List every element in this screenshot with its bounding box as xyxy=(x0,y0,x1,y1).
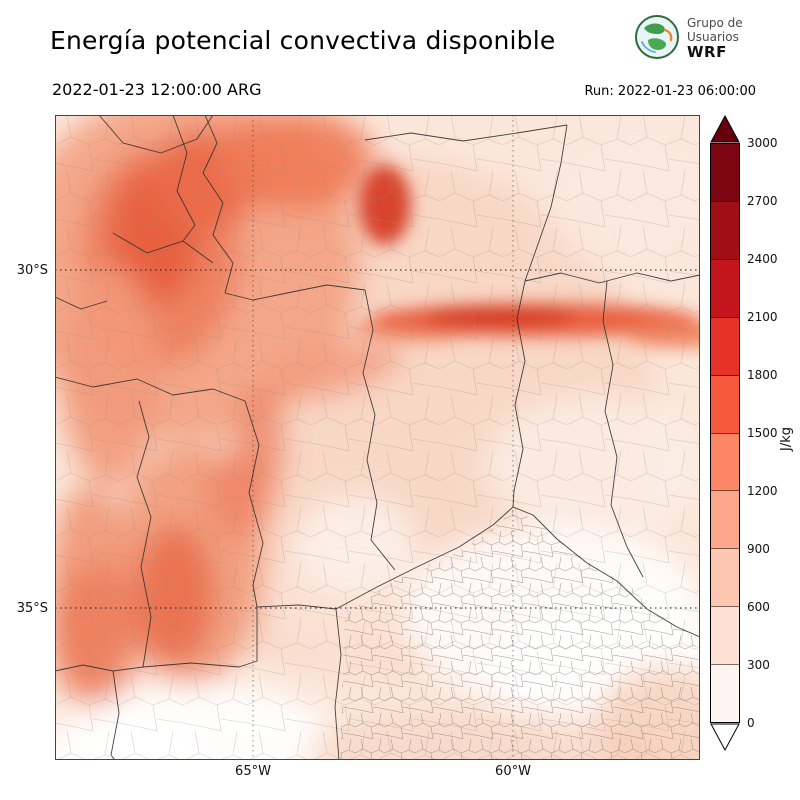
globe-logo-icon xyxy=(634,14,680,64)
logo-line-3: WRF xyxy=(687,43,727,62)
colorbar-segment-2700-3000 xyxy=(711,144,739,202)
logo-line-2: Usuarios xyxy=(687,29,739,44)
colorbar-tick-600: 600 xyxy=(747,600,770,614)
page-title: Energía potencial convectiva disponible xyxy=(50,26,556,55)
department-boundaries-buenos-aires xyxy=(340,510,700,760)
lon-tick-65w: 65°W xyxy=(235,764,271,779)
colorbar-segment-600-900 xyxy=(711,549,739,608)
colorbar-tick-0: 0 xyxy=(747,716,755,730)
colorbar-segment-2100-2400 xyxy=(711,259,739,318)
model-run-label: Run: 2022-01-23 06:00:00 xyxy=(584,84,756,99)
colorbar-tick-2400: 2400 xyxy=(747,252,778,266)
colorbar-tick-3000: 3000 xyxy=(747,136,778,150)
lon-tick-60w: 60°W xyxy=(495,764,531,779)
colorbar-tick-300: 300 xyxy=(747,658,770,672)
colorbar-tick-1800: 1800 xyxy=(747,368,778,382)
colorbar-segment-1500-1800 xyxy=(711,375,739,434)
colorbar-over-arrow xyxy=(710,115,740,143)
colorbar-segment-300-600 xyxy=(711,607,739,666)
cape-map-canvas xyxy=(55,115,700,760)
province-borders xyxy=(55,115,700,760)
colorbar-unit-label: J/kg xyxy=(779,427,794,451)
colorbar-scale xyxy=(710,143,740,723)
colorbar-tick-900: 900 xyxy=(747,542,770,556)
colorbar-segment-2400-2700 xyxy=(711,201,739,260)
colorbar-tick-1500: 1500 xyxy=(747,426,778,440)
colorbar-segment-1200-1500 xyxy=(711,433,739,492)
colorbar-segment-0-300 xyxy=(711,665,739,723)
colorbar-segment-1800-2100 xyxy=(711,317,739,376)
valid-time-label: 2022-01-23 12:00:00 ARG xyxy=(52,80,262,99)
colorbar-segment-900-1200 xyxy=(711,491,739,550)
colorbar-tick-2100: 2100 xyxy=(747,310,778,324)
wrf-users-group-logo: Grupo de Usuarios WRF xyxy=(634,14,743,64)
colorbar-tick-1200: 1200 xyxy=(747,484,778,498)
logo-line-1: Grupo de xyxy=(687,16,743,31)
lat-tick-30s: 30°S xyxy=(16,263,48,278)
colorbar: 0 300 600 900 1200 1500 1800 2100 2400 2… xyxy=(710,115,778,751)
logo-text: Grupo de Usuarios WRF xyxy=(687,16,743,62)
colorbar-tick-2700: 2700 xyxy=(747,194,778,208)
cape-map xyxy=(55,115,700,760)
map-frame xyxy=(55,115,700,760)
colorbar-under-arrow xyxy=(710,723,740,751)
lat-tick-35s: 35°S xyxy=(16,601,48,616)
